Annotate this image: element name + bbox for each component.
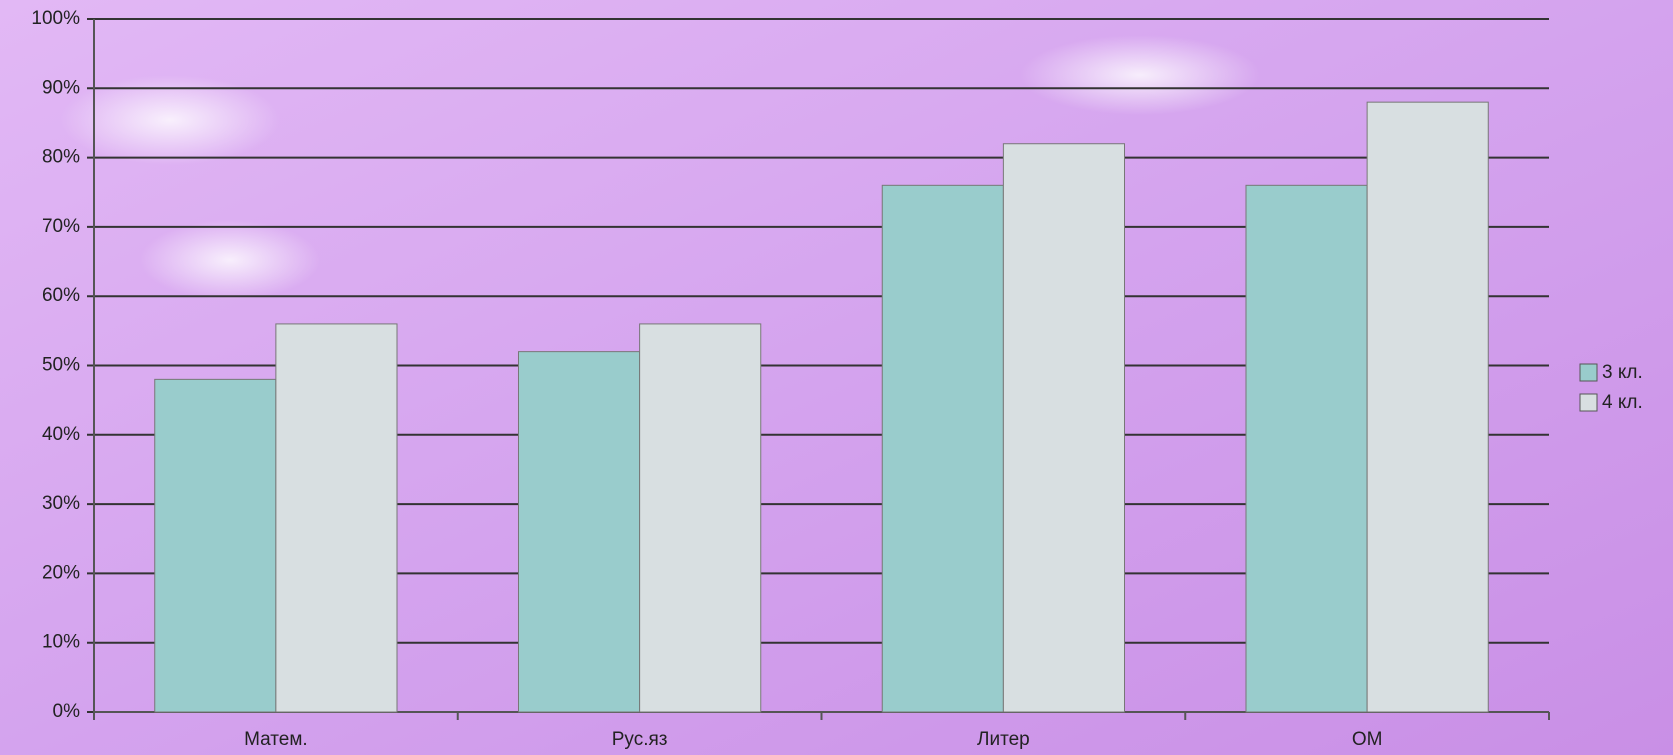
y-tick-label: 10%: [42, 632, 80, 653]
bar: [1366, 101, 1489, 713]
glow: [1020, 35, 1260, 115]
bar: [517, 351, 641, 713]
y-tick-label: 90%: [42, 77, 80, 98]
glow: [140, 220, 320, 300]
y-tick-label: 40%: [42, 424, 80, 445]
legend-label: 3 кл.: [1602, 362, 1643, 383]
bar: [639, 323, 762, 713]
x-tick-label: Матем.: [244, 729, 308, 750]
glow: [60, 75, 280, 165]
y-tick-label: 0%: [53, 701, 81, 722]
y-tick-label: 50%: [42, 355, 80, 376]
legend-swatch: [1579, 393, 1598, 412]
bar: [154, 378, 277, 713]
bar: [1245, 184, 1368, 713]
y-tick-label: 30%: [42, 493, 80, 514]
y-tick-label: 100%: [31, 8, 80, 29]
bar: [275, 323, 398, 713]
x-tick-label: Литер: [977, 729, 1030, 750]
legend-label: 4 кл.: [1602, 392, 1643, 413]
y-tick-label: 60%: [42, 285, 80, 306]
y-tick-label: 70%: [42, 216, 80, 237]
bar: [1002, 143, 1126, 713]
x-tick-label: ОМ: [1352, 729, 1383, 750]
y-tick-label: 20%: [42, 562, 80, 583]
bar: [881, 184, 1004, 713]
legend-swatch: [1579, 363, 1598, 382]
y-tick-label: 80%: [42, 147, 80, 168]
x-tick-label: Рус.яз: [612, 729, 668, 750]
